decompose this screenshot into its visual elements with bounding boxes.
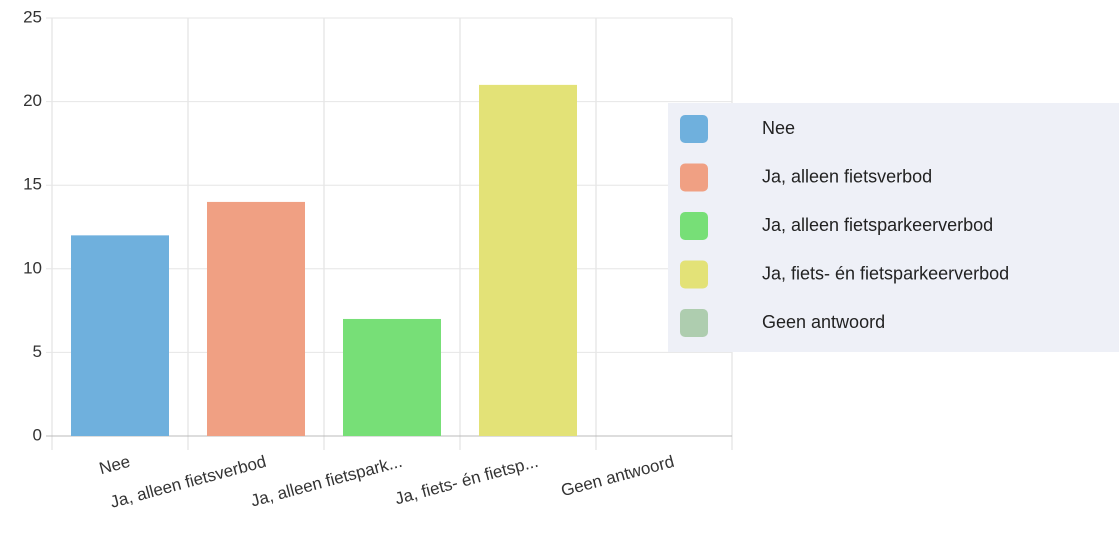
legend-label: Ja, alleen fietsparkeerverbod: [762, 215, 993, 235]
legend-swatch: [680, 163, 708, 192]
y-tick-label: 20: [23, 91, 42, 110]
bar: [343, 318, 441, 436]
x-tick-label: Ja, fiets- én fietsp...: [393, 452, 540, 509]
y-tick-label: 10: [23, 258, 42, 277]
y-tick-label: 25: [23, 7, 42, 26]
legend-swatch: [680, 260, 708, 289]
x-tick-label: Geen antwoord: [559, 452, 676, 500]
bar: [207, 201, 305, 436]
legend-label: Ja, fiets- én fietsparkeerverbod: [762, 263, 1009, 283]
y-tick-label: 15: [23, 175, 42, 194]
legend-swatch: [680, 212, 708, 240]
bar: [71, 235, 169, 436]
x-tick-label: Ja, alleen fietsverbod: [108, 452, 268, 512]
legend-box: [668, 103, 1119, 352]
y-tick-label: 5: [33, 342, 42, 361]
x-tick-label: Nee: [97, 452, 132, 478]
legend-swatch: [680, 309, 708, 337]
bar: [479, 84, 577, 436]
legend-swatch: [680, 115, 708, 143]
y-tick-label: 0: [33, 425, 42, 444]
x-tick-label: Ja, alleen fietspark...: [249, 452, 405, 511]
legend-label: Ja, alleen fietsverbod: [762, 166, 932, 186]
legend-label: Geen antwoord: [762, 312, 885, 332]
legend-label: Nee: [762, 118, 795, 138]
